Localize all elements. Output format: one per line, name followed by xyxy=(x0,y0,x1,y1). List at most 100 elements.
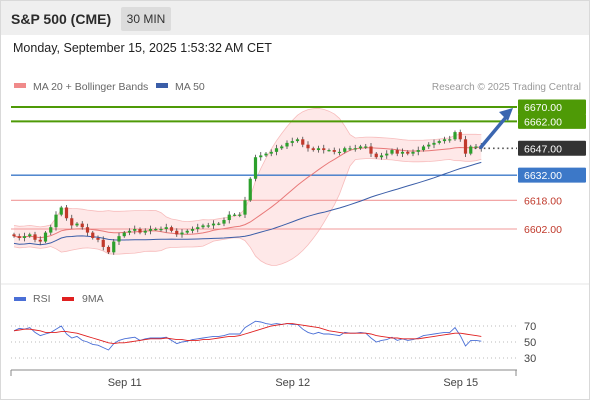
chart-header: S&P 500 (CME) 30 MIN xyxy=(1,1,589,35)
level-tag-6662.00 xyxy=(518,113,586,129)
candle-body xyxy=(301,139,305,145)
candle-body xyxy=(59,207,63,215)
level-label-6647.00: 6647.00 xyxy=(524,143,562,155)
candle-body xyxy=(432,142,436,145)
candle-body xyxy=(238,214,242,216)
candle-body xyxy=(80,223,84,228)
level-label-6662.00: 6662.00 xyxy=(524,116,562,128)
candle-body xyxy=(12,234,16,237)
candle-body xyxy=(437,141,441,143)
candle-body xyxy=(112,241,116,253)
candle-body xyxy=(175,230,179,235)
candles xyxy=(12,129,483,255)
pane-divider xyxy=(1,283,589,285)
projection xyxy=(478,108,513,150)
candle-body xyxy=(379,155,384,158)
candle-body xyxy=(185,230,189,233)
projection-arrow-head xyxy=(499,108,513,121)
candle-body xyxy=(259,155,263,158)
candle-body xyxy=(22,236,27,238)
candle-body xyxy=(232,214,237,216)
candle-body xyxy=(348,148,352,150)
candle-body xyxy=(411,151,415,154)
candle-body xyxy=(43,232,48,242)
bollinger-bands xyxy=(13,107,482,266)
candle-body xyxy=(416,150,420,152)
candle-body xyxy=(448,139,452,141)
ma20-line xyxy=(13,146,482,239)
candle-body xyxy=(122,232,126,237)
legend-label-rsi: RSI xyxy=(33,293,51,305)
candle-body xyxy=(316,148,321,151)
candle-body xyxy=(264,153,268,156)
candle-body xyxy=(17,236,21,238)
candle-body xyxy=(117,236,121,242)
candle-body xyxy=(353,148,357,150)
level-tag-6670.00 xyxy=(518,99,586,115)
rsi-ma-line xyxy=(13,323,482,345)
candle-body xyxy=(400,151,405,154)
candle-body xyxy=(70,218,74,226)
candle-body xyxy=(64,207,69,219)
candle-body xyxy=(395,150,399,154)
candle-body xyxy=(364,146,368,148)
candle-body xyxy=(463,139,468,154)
level-label-6602.00: 6602.00 xyxy=(524,224,562,236)
candle-body xyxy=(427,144,431,147)
price-levels xyxy=(11,106,517,230)
main-legend: MA 20 + Bollinger Bands MA 50 Research ©… xyxy=(14,81,581,93)
candle-body xyxy=(458,132,462,140)
candle-body xyxy=(274,148,279,152)
candle-body xyxy=(306,144,310,149)
candle-body xyxy=(269,151,273,154)
candle-body xyxy=(469,146,473,154)
candle-body xyxy=(211,223,216,226)
candle-body xyxy=(332,150,336,152)
interval-button[interactable]: 30 MIN xyxy=(121,7,171,31)
candle-body xyxy=(374,153,378,158)
candle-body xyxy=(358,146,363,149)
candle-body xyxy=(227,214,231,221)
candle-body xyxy=(154,229,158,231)
rsi-legend: RSI 9MA xyxy=(14,293,104,305)
candle-body xyxy=(421,146,426,151)
candle-body xyxy=(206,225,210,227)
candle-body xyxy=(217,223,221,225)
rsi-tick-label: 30 xyxy=(524,353,536,365)
candle-body xyxy=(311,148,315,151)
candle-body xyxy=(101,239,105,247)
rsi-pane: 70 50 30 xyxy=(11,320,536,365)
candle-body xyxy=(196,227,200,229)
research-credit: Research © 2025 Trading Central xyxy=(432,82,581,93)
candle-body xyxy=(54,214,58,228)
legend-swatch-rsi xyxy=(14,297,26,301)
candle-body xyxy=(28,234,32,237)
x-tick-label: Sep 15 xyxy=(443,377,478,389)
legend-swatch-ma20 xyxy=(14,83,26,88)
level-tag-6632.00 xyxy=(518,167,586,183)
candle-body xyxy=(327,150,331,152)
candle-body xyxy=(38,239,42,242)
time-axis: Sep 11 Sep 12 Sep 15 xyxy=(10,369,517,389)
candle-body xyxy=(96,237,100,240)
candle-body xyxy=(337,151,342,154)
legend-label-ma50: MA 50 xyxy=(175,81,205,93)
candle-body xyxy=(33,234,37,240)
candle-body xyxy=(290,141,294,143)
candle-body xyxy=(474,146,478,148)
candle-body xyxy=(138,229,142,233)
candle-body xyxy=(201,225,205,228)
candle-body xyxy=(442,139,447,142)
bollinger-lower-line xyxy=(13,158,482,266)
legend-swatch-ma50 xyxy=(156,83,168,88)
level-label-6632.00: 6632.00 xyxy=(524,170,562,182)
candle-body xyxy=(159,229,163,231)
level-label-6618.00: 6618.00 xyxy=(524,195,562,207)
rsi-tick-label: 70 xyxy=(524,321,536,333)
legend-swatch-9ma xyxy=(62,297,74,301)
legend-label-9ma: 9MA xyxy=(82,293,104,305)
candle-body xyxy=(106,246,111,253)
candle-body xyxy=(253,157,258,179)
instrument-title: S&P 500 (CME) xyxy=(11,11,112,27)
